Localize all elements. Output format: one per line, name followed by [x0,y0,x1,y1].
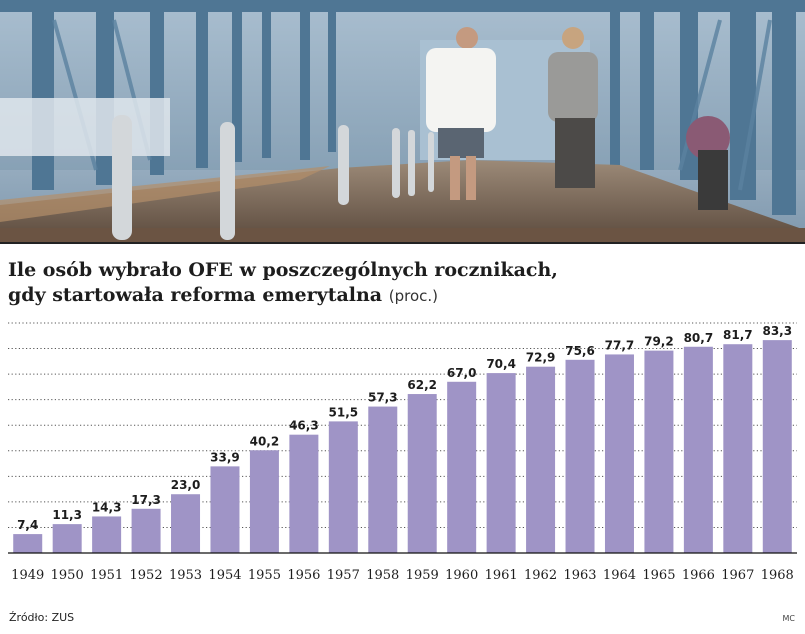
x-tick-1958: 1958 [366,568,399,583]
value-label-1956: 46,3 [289,419,319,433]
value-label-1957: 51,5 [329,405,359,419]
x-tick-1967: 1967 [721,568,754,583]
chart-title-line1: Ile osób wybrało OFE w poszczególnych ro… [8,259,558,281]
x-tick-1950: 1950 [51,568,84,583]
x-tick-1956: 1956 [287,568,320,583]
bar-1961 [486,373,516,553]
bar-1968 [762,340,792,553]
value-label-1951: 14,3 [92,500,122,514]
bar-1963 [565,359,595,553]
bar-chart: 7,4 11,3 14,3 17,3 23,0 33,9 40,2 46,3 51,5 57,3 6… [8,322,797,583]
header-photo [0,0,805,242]
value-label-1963: 75,6 [565,344,595,358]
value-label-1964: 77,7 [605,338,635,352]
x-tick-1955: 1955 [248,568,281,583]
value-label-1966: 80,7 [684,331,714,345]
bar-1956 [289,434,319,553]
x-tick-1951: 1951 [90,568,123,583]
x-tick-1965: 1965 [642,568,675,583]
x-tick-1966: 1966 [682,568,715,583]
value-label-1950: 11,3 [52,508,82,522]
value-label-1952: 17,3 [131,493,161,507]
bar-1958 [368,406,398,553]
value-label-1954: 33,9 [210,450,240,464]
photo-divider [0,242,805,244]
bar-1959 [407,394,437,553]
x-tick-1959: 1959 [406,568,439,583]
bar-1949 [13,534,43,553]
bar-1966 [683,346,713,553]
bar-1953 [171,494,201,553]
value-label-1968: 83,3 [762,324,792,338]
chart-title: Ile osób wybrało OFE w poszczególnych ro… [8,258,788,309]
author-credit: MC [782,614,796,623]
x-tick-1961: 1961 [485,568,518,583]
bars [13,340,792,553]
chart-title-line2: gdy startowała reforma emerytalna [8,284,383,306]
x-tick-1957: 1957 [327,568,360,583]
bar-1955 [249,450,279,553]
x-tick-1953: 1953 [169,568,202,583]
value-label-1958: 57,3 [368,391,398,405]
chart-unit: (proc.) [388,287,439,305]
x-tick-1960: 1960 [445,568,478,583]
value-label-1962: 72,9 [526,351,556,365]
bar-1965 [644,350,674,553]
value-label-1961: 70,4 [486,357,516,371]
value-label-1949: 7,4 [17,518,38,532]
bar-1952 [131,508,161,553]
value-label-1953: 23,0 [171,478,201,492]
value-label-1965: 79,2 [644,335,674,349]
value-labels: 7,4 11,3 14,3 17,3 23,0 33,9 40,2 46,3 51,5 57,3 6… [17,324,792,532]
bar-1957 [328,421,358,553]
x-tick-1954: 1954 [208,568,241,583]
x-tick-1964: 1964 [603,568,636,583]
x-tick-1968: 1968 [761,568,794,583]
bar-1951 [92,516,122,553]
x-tick-1963: 1963 [563,568,596,583]
value-label-1955: 40,2 [250,434,280,448]
bar-1950 [52,524,82,553]
x-tick-labels: 1949 1950 1951 1952 1953 1954 1955 1956 1957 1958… [11,568,794,583]
value-label-1967: 81,7 [723,328,753,342]
bar-1964 [604,354,634,553]
x-tick-1962: 1962 [524,568,557,583]
gridlines [8,322,797,528]
x-tick-1952: 1952 [130,568,163,583]
bar-1962 [526,366,556,553]
bar-1954 [210,466,240,553]
x-tick-1949: 1949 [11,568,44,583]
bar-1967 [723,344,753,553]
source-note: Źródło: ZUS [9,611,75,624]
value-label-1960: 67,0 [447,366,477,380]
value-label-1959: 62,2 [407,378,437,392]
bar-1960 [447,381,477,553]
